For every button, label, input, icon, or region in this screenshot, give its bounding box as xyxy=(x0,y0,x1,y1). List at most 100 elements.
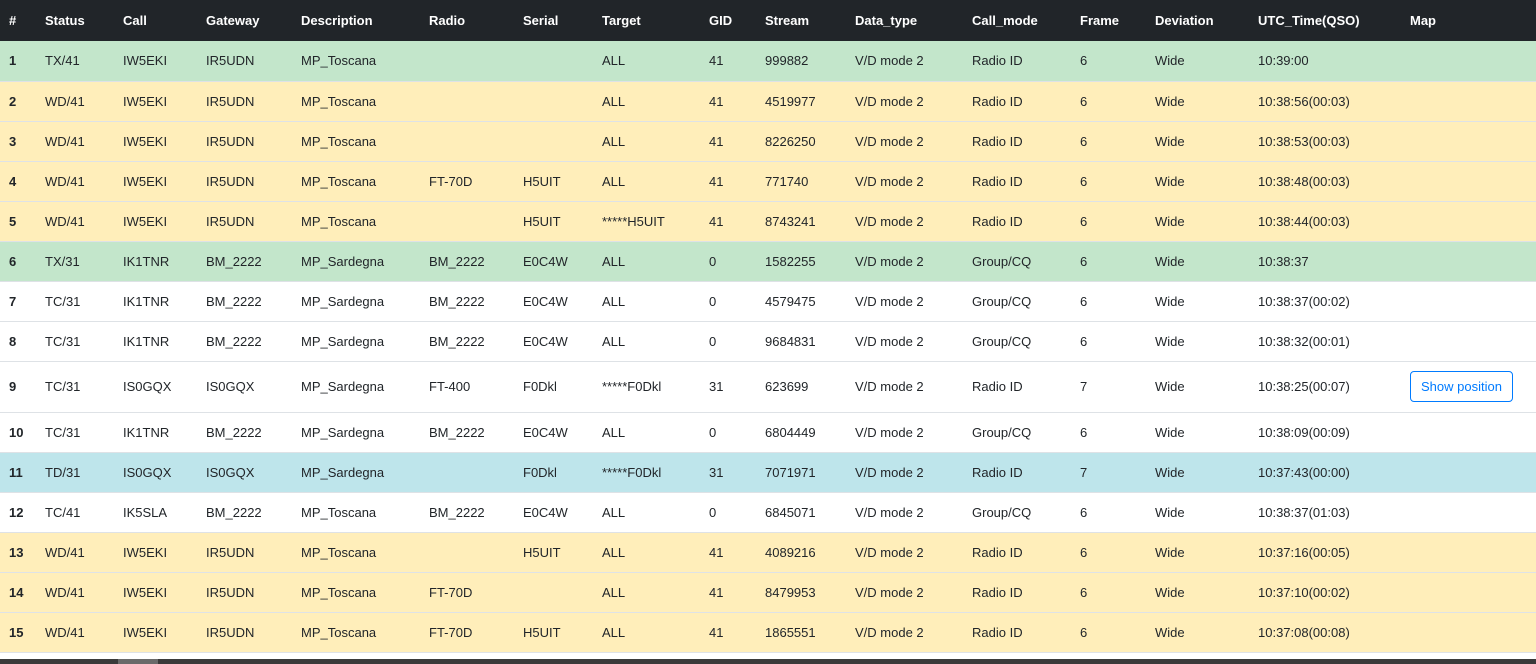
gid-cell: 0 xyxy=(709,424,717,440)
row-number: 9 xyxy=(9,379,17,394)
data-type-cell: V/D mode 2 xyxy=(855,293,924,309)
data-type-cell: V/D mode 2 xyxy=(855,213,924,229)
data-type-cell: V/D mode 2 xyxy=(855,173,924,189)
row-number: 3 xyxy=(9,133,17,149)
serial-cell: F0Dkl xyxy=(523,464,557,480)
serial-cell xyxy=(523,81,602,121)
call-mode-cell: Radio ID xyxy=(972,133,1023,149)
call-mode-cell: Group/CQ xyxy=(972,253,1032,269)
gateway-cell: BM_2222 xyxy=(206,504,262,520)
radio-cell: BM_2222 xyxy=(429,333,485,349)
gid-cell: 41 xyxy=(709,624,724,640)
frame-cell: 6 xyxy=(1080,584,1088,600)
gateway-cell: IR5UDN xyxy=(206,544,255,560)
frame-cell: 6 xyxy=(1080,293,1088,309)
call-cell: IS0GQX xyxy=(123,379,172,394)
description-cell: MP_Toscana xyxy=(301,53,377,69)
deviation-cell: Wide xyxy=(1155,584,1185,600)
gateway-cell: IR5UDN xyxy=(206,53,255,69)
call-mode-cell: Radio ID xyxy=(972,213,1023,229)
radio-cell: FT-70D xyxy=(429,584,473,600)
header-data-type: Data_type xyxy=(855,13,918,28)
map-cell xyxy=(1410,281,1536,321)
call-cell: IK1TNR xyxy=(123,333,170,349)
description-cell: MP_Toscana xyxy=(301,173,377,189)
target-cell: ALL xyxy=(602,253,626,269)
radio-cell: BM_2222 xyxy=(429,424,485,440)
description-cell: MP_Toscana xyxy=(301,624,377,640)
deviation-cell: Wide xyxy=(1155,293,1185,309)
deviation-cell: Wide xyxy=(1155,379,1185,394)
utc-time-cell: 10:38:32(00:01) xyxy=(1258,333,1350,349)
stream-cell: 6804449 xyxy=(765,424,816,440)
stream-cell: 999882 xyxy=(765,53,809,69)
gid-cell: 41 xyxy=(709,133,724,149)
table-header-row: # Status Call Gateway Description Radio … xyxy=(0,0,1536,41)
target-cell: *****F0Dkl xyxy=(602,464,662,480)
map-cell xyxy=(1410,121,1536,161)
data-type-cell: V/D mode 2 xyxy=(855,133,924,149)
target-cell: ALL xyxy=(602,173,626,189)
utc-time-cell: 10:37:08(00:08) xyxy=(1258,624,1350,640)
utc-time-cell: 10:37:10(00:02) xyxy=(1258,584,1350,600)
deviation-cell: Wide xyxy=(1155,173,1185,189)
table-row: 5 WD/41 IW5EKI IR5UDN MP_Toscana H5UIT *****H5… xyxy=(0,201,1536,241)
deviation-cell: Wide xyxy=(1155,93,1185,109)
gateway-cell: BM_2222 xyxy=(206,293,262,309)
utc-time-cell: 10:38:48(00:03) xyxy=(1258,173,1350,189)
table-row: 11 TD/31 IS0GQX IS0GQX MP_Sardegna F0Dkl *****… xyxy=(0,452,1536,492)
radio-cell xyxy=(429,532,523,572)
data-type-cell: V/D mode 2 xyxy=(855,379,924,394)
serial-cell: E0C4W xyxy=(523,253,568,269)
call-cell: IW5EKI xyxy=(123,93,168,109)
serial-cell: E0C4W xyxy=(523,424,568,440)
map-cell: Show position xyxy=(1410,361,1536,412)
map-cell xyxy=(1410,241,1536,281)
header-target: Target xyxy=(602,13,641,28)
data-type-cell: V/D mode 2 xyxy=(855,333,924,349)
frame-cell: 6 xyxy=(1080,173,1088,189)
frame-cell: 6 xyxy=(1080,333,1088,349)
deviation-cell: Wide xyxy=(1155,544,1185,560)
horizontal-scrollbar[interactable] xyxy=(0,659,1536,664)
deviation-cell: Wide xyxy=(1155,253,1185,269)
target-cell: ALL xyxy=(602,53,626,69)
scrollbar-thumb[interactable] xyxy=(118,659,158,664)
gid-cell: 0 xyxy=(709,504,717,520)
row-number: 12 xyxy=(9,504,24,520)
row-number: 13 xyxy=(9,544,24,560)
header-call-mode: Call_mode xyxy=(972,13,1038,28)
call-cell: IW5EKI xyxy=(123,544,168,560)
table-row: 10 TC/31 IK1TNR BM_2222 MP_Sardegna BM_2222 E0… xyxy=(0,412,1536,452)
status-cell: TD/31 xyxy=(45,464,81,480)
table-row: 12 TC/41 IK5SLA BM_2222 MP_Toscana BM_2222 E0C… xyxy=(0,492,1536,532)
map-cell xyxy=(1410,81,1536,121)
deviation-cell: Wide xyxy=(1155,464,1185,480)
status-cell: WD/41 xyxy=(45,213,85,229)
map-cell xyxy=(1410,532,1536,572)
map-cell xyxy=(1410,412,1536,452)
frame-cell: 6 xyxy=(1080,504,1088,520)
map-cell xyxy=(1410,161,1536,201)
description-cell: MP_Toscana xyxy=(301,93,377,109)
stream-cell: 8479953 xyxy=(765,584,816,600)
table-row: 3 WD/41 IW5EKI IR5UDN MP_Toscana ALL 41 8226250… xyxy=(0,121,1536,161)
row-number: 8 xyxy=(9,333,17,349)
call-mode-cell: Radio ID xyxy=(972,624,1023,640)
call-mode-cell: Radio ID xyxy=(972,53,1023,69)
header-utc-time: UTC_Time(QSO) xyxy=(1258,13,1360,28)
data-type-cell: V/D mode 2 xyxy=(855,584,924,600)
utc-time-cell: 10:38:37(01:03) xyxy=(1258,504,1350,520)
data-type-cell: V/D mode 2 xyxy=(855,253,924,269)
description-cell: MP_Sardegna xyxy=(301,379,385,394)
description-cell: MP_Sardegna xyxy=(301,464,385,480)
call-cell: IW5EKI xyxy=(123,53,168,69)
table-row: 6 TX/31 IK1TNR BM_2222 MP_Sardegna BM_2222 E0C… xyxy=(0,241,1536,281)
stream-cell: 8226250 xyxy=(765,133,816,149)
table-row: 8 TC/31 IK1TNR BM_2222 MP_Sardegna BM_2222 E0C… xyxy=(0,321,1536,361)
utc-time-cell: 10:38:37(00:02) xyxy=(1258,293,1350,309)
radio-cell: FT-400 xyxy=(429,379,471,394)
show-position-button[interactable]: Show position xyxy=(1410,371,1513,402)
call-mode-cell: Radio ID xyxy=(972,379,1023,394)
